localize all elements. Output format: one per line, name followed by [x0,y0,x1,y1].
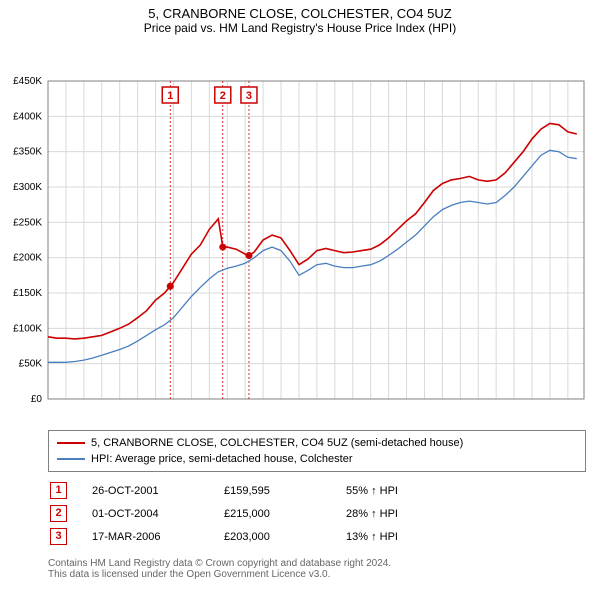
sale-index-badge: 1 [50,482,67,499]
sales-table: 1 26-OCT-2001£159,59555% ↑ HPI 2 01-OCT-200… [48,478,400,549]
svg-text:£0: £0 [31,394,43,405]
legend-swatch [57,442,85,444]
chart-subtitle: Price paid vs. HM Land Registry's House … [0,21,600,35]
sale-index-badge: 3 [50,528,67,545]
svg-text:2: 2 [220,90,226,102]
table-row: 1 26-OCT-2001£159,59555% ↑ HPI [50,480,398,501]
svg-text:3: 3 [246,90,252,102]
legend-label: 5, CRANBORNE CLOSE, COLCHESTER, CO4 5UZ … [91,437,463,449]
svg-text:£200K: £200K [13,253,42,264]
svg-text:£50K: £50K [19,359,43,370]
sale-price: £203,000 [224,526,344,547]
svg-text:1: 1 [167,90,173,102]
table-row: 3 17-MAR-2006£203,00013% ↑ HPI [50,526,398,547]
legend-label: HPI: Average price, semi-detached house,… [91,453,353,465]
sale-pct-vs-hpi: 55% ↑ HPI [346,480,398,501]
attribution: Contains HM Land Registry data © Crown c… [48,558,391,580]
legend-item: 5, CRANBORNE CLOSE, COLCHESTER, CO4 5UZ … [57,435,577,451]
svg-text:£250K: £250K [13,217,42,228]
chart-title: 5, CRANBORNE CLOSE, COLCHESTER, CO4 5UZ [0,0,600,21]
sale-index-badge: 2 [50,505,67,522]
legend-swatch [57,458,85,460]
table-row: 2 01-OCT-2004£215,00028% ↑ HPI [50,503,398,524]
svg-text:£100K: £100K [13,323,42,334]
sale-date: 17-MAR-2006 [92,526,222,547]
sale-pct-vs-hpi: 13% ↑ HPI [346,526,398,547]
svg-text:£450K: £450K [13,76,42,87]
sale-price: £215,000 [224,503,344,524]
sale-date: 01-OCT-2004 [92,503,222,524]
svg-text:£300K: £300K [13,182,42,193]
svg-text:£150K: £150K [13,288,42,299]
sale-pct-vs-hpi: 28% ↑ HPI [346,503,398,524]
legend-item: HPI: Average price, semi-detached house,… [57,451,577,467]
svg-text:£350K: £350K [13,147,42,158]
attribution-line: Contains HM Land Registry data © Crown c… [48,558,391,569]
attribution-line: This data is licensed under the Open Gov… [48,569,391,580]
svg-text:£400K: £400K [13,111,42,122]
legend: 5, CRANBORNE CLOSE, COLCHESTER, CO4 5UZ … [48,430,586,472]
sale-price: £159,595 [224,480,344,501]
sale-date: 26-OCT-2001 [92,480,222,501]
price-chart: £0 £50K £100K £150K £200K £250K £300K £350K £400… [0,35,600,405]
